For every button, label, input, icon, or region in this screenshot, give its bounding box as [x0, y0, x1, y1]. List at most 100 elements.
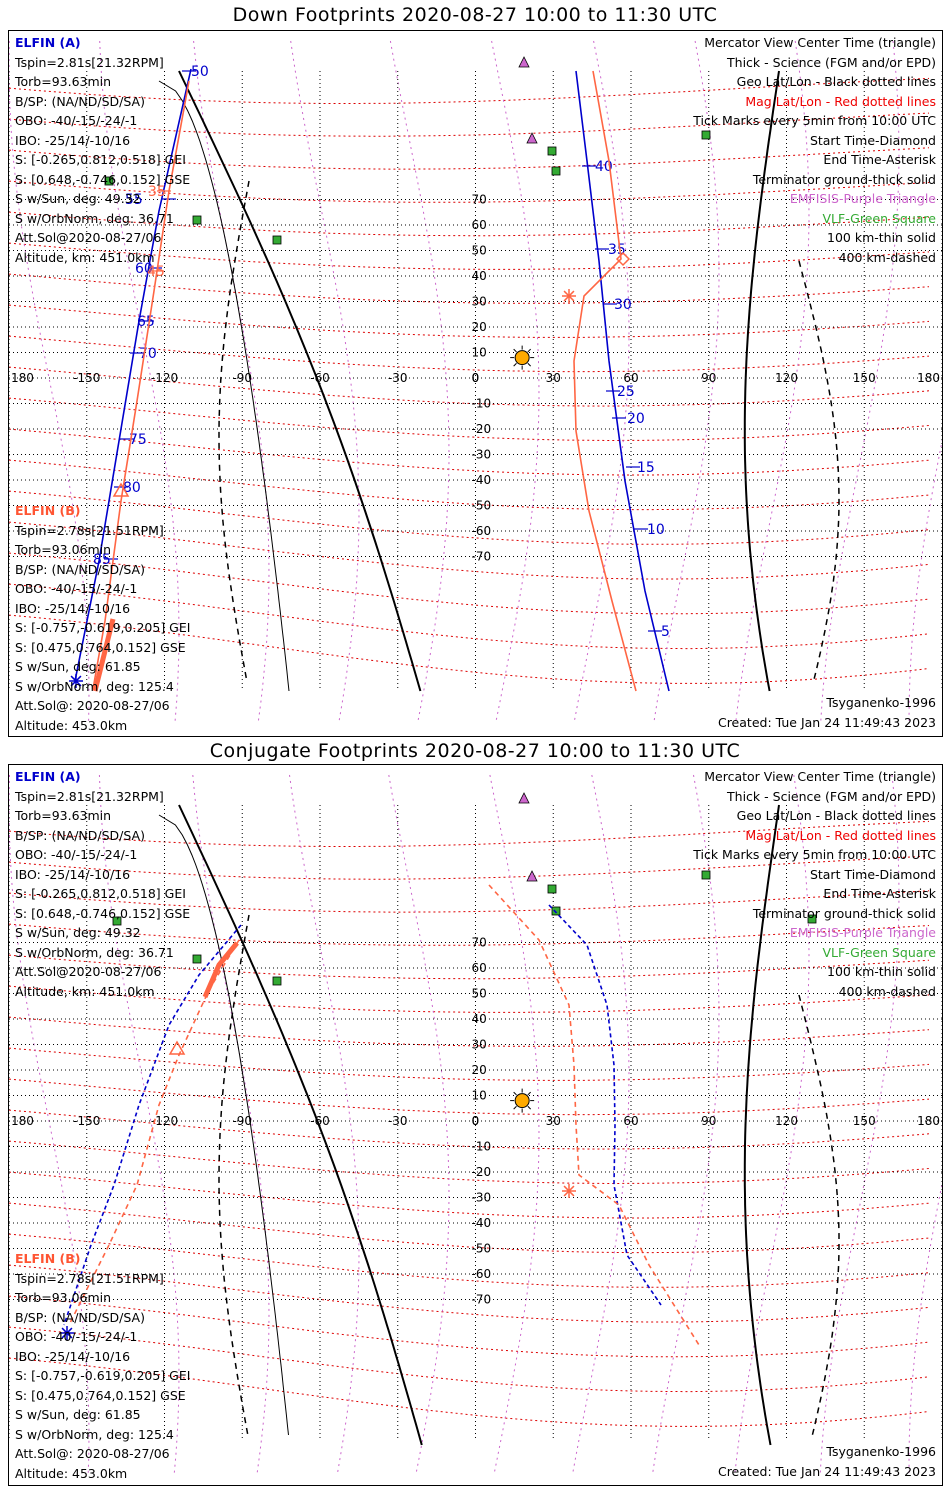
legend-line: VLF-Green Square [822, 944, 936, 960]
info-line: Torb=93.06min [15, 1290, 112, 1305]
mag-lat-line [9, 428, 930, 476]
mag-lon-line [193, 40, 270, 722]
elfin-b-label: ELFIN (B) [15, 503, 81, 518]
legend-line: Mercator View Center Time (triangle) [704, 35, 936, 50]
lon-tick-label: 150 [853, 371, 876, 385]
lon-tick-label: 60 [623, 1114, 638, 1128]
terminator-400km-line [798, 994, 840, 1436]
legend-line: EMFISIS-Purple Triangle [789, 191, 936, 206]
track-tick-label: 15 [637, 460, 655, 476]
vlf-station-icon [272, 235, 282, 245]
track-tick-label: 50 [191, 64, 209, 80]
lat-tick-label: 40 [472, 1012, 487, 1026]
elfin-b-label: ELFIN (B) [15, 1251, 81, 1266]
mag-lat-line [9, 1016, 930, 1047]
sun-ray [513, 1105, 517, 1110]
mag-lon-line [289, 774, 360, 1476]
mag-lat-line [9, 1326, 930, 1393]
info-line: B/SP: (NA/ND/SD/SA) [15, 1309, 145, 1325]
info-line: S w/Sun, deg: 49.32 [15, 925, 141, 940]
emfisis-station-icon [526, 132, 538, 144]
lat-tick-label: 70 [472, 936, 487, 950]
end-time-asterisk [61, 1327, 73, 1339]
info-line: Tspin=2.81s[21.32RPM] [15, 54, 164, 70]
sun-icon [514, 1093, 530, 1109]
map-frame: 70 60 50 40 30 20 10 0 -10 -20 -30 -40 -50 -60 -70 180 -… [8, 764, 943, 1486]
info-line: Att.Sol@: 2020-08-27/06 [15, 698, 170, 713]
terminator-100km-line [158, 80, 290, 692]
mag-lon-line [489, 774, 540, 1476]
legend-line: Geo Lat/Lon - Black dotted lines [736, 74, 936, 89]
track-tick-label: 30 [614, 297, 632, 313]
elfin-a-label: ELFIN (A) [15, 35, 81, 50]
sun-ray [527, 362, 531, 367]
legend: Mercator View Center Time (triangle) Thi… [693, 33, 936, 267]
lat-tick-label: 10 [472, 346, 487, 360]
lon-tick-label: 30 [546, 1114, 561, 1128]
elfin-a-info: ELFIN (A) Tspin=2.81s[21.32RPM] Torb=93.… [15, 767, 190, 1001]
info-line: B/SP: (NA/ND/SD/SA) [15, 561, 145, 577]
vlf-station-icon [701, 870, 711, 880]
vlf-station-icon [272, 976, 282, 986]
mag-lat-line [9, 985, 930, 1013]
info-line: Tspin=2.81s[21.32RPM] [15, 788, 164, 804]
emfisis-station-icon [518, 792, 530, 804]
info-line: OBO: -40/-15/-24/-1 [15, 113, 138, 128]
elfin-a-info: ELFIN (A) Tspin=2.81s[21.32RPM] Torb=93.… [15, 33, 190, 267]
elfin-b-info: ELFIN (B) Tspin=2.78s[21.51RPM] Torb=93.… [15, 501, 190, 735]
lat-tick-label: -20 [472, 1165, 492, 1179]
terminator-400km-line [218, 180, 250, 682]
lon-tick-label: 180 [11, 371, 34, 385]
end-time-asterisk [563, 1185, 575, 1197]
mag-lat-line [9, 273, 930, 304]
info-line: Att.Sol@: 2020-08-27/06 [15, 1446, 170, 1461]
info-line: S w/Sun, deg: 49.32 [15, 191, 141, 206]
info-line: IBO: -25/14/-10/16 [15, 1348, 131, 1364]
lat-tick-label: -10 [472, 1140, 492, 1154]
mag-lat-line [9, 1357, 930, 1427]
science-segment [92, 618, 116, 692]
elfin-b-info: ELFIN (B) Tspin=2.78s[21.51RPM] Torb=93.… [15, 1249, 190, 1483]
lat-tick-label: 0 [472, 1114, 480, 1128]
info-line: Altitude: 453.0km [15, 717, 128, 733]
info-line: IBO: -25/14/-10/16 [15, 600, 131, 616]
lon-tick-label: 30 [546, 371, 561, 385]
created-label: Created: Tue Jan 24 11:49:43 2023 [717, 715, 936, 730]
track-tick-label: 10 [647, 522, 665, 538]
lon-tick-label: -120 [151, 371, 178, 385]
legend-line: 400 km-dashed [838, 983, 936, 999]
start-time-diamond [615, 251, 631, 267]
mag-lon-line [653, 40, 720, 722]
legend-line: Terminator ground-thick solid [752, 905, 936, 921]
end-time-asterisk [70, 675, 82, 687]
info-line: Altitude: 453.0km [15, 1465, 128, 1481]
map-canvas: 70 60 50 40 30 20 10 0 -10 -20 -30 -40 -50 -60 -70 180 -… [9, 774, 942, 1476]
terminator-400km-line [218, 914, 250, 1436]
panel-title: Conjugate Footprints 2020-08-27 10:00 to… [209, 740, 741, 762]
terminator-line [743, 70, 780, 692]
vlf-station-icon [192, 215, 202, 225]
track-tick-label: 85 [93, 552, 111, 568]
lat-tick-label: -60 [472, 1267, 492, 1281]
lat-tick-label: 20 [472, 1063, 487, 1077]
lat-tick-label: 70 [472, 193, 487, 207]
legend-line: 100 km-thin solid [827, 964, 936, 979]
info-line: Tspin=2.78s[21.51RPM] [15, 522, 164, 538]
track-tick-label: 40 [595, 159, 613, 175]
mag-lon-line [819, 774, 900, 1476]
track-tick-label: 5 [661, 624, 670, 640]
sun-icon [514, 350, 530, 366]
track-tick-label: 75 [129, 432, 147, 448]
lat-tick-label: 10 [472, 1089, 487, 1103]
mag-lat-line [9, 112, 930, 137]
info-line: B/SP: (NA/ND/SD/SA) [15, 93, 145, 109]
info-line: Tspin=2.78s[21.51RPM] [15, 1270, 164, 1286]
info-line: S: [-0.757,-0.619,0.205] GEI [15, 1368, 191, 1383]
info-line: S w/OrbNorm, deg: 125.4 [15, 678, 174, 694]
legend-line: VLF-Green Square [822, 210, 936, 226]
lat-tick-label: 50 [472, 987, 487, 1001]
legend-line: Start Time-Diamond [809, 866, 936, 882]
info-line: S: [0.648,-0.746,0.152] GSE [15, 171, 191, 187]
mag-lon-line [290, 40, 360, 722]
terminator-100km-line [158, 814, 289, 1436]
